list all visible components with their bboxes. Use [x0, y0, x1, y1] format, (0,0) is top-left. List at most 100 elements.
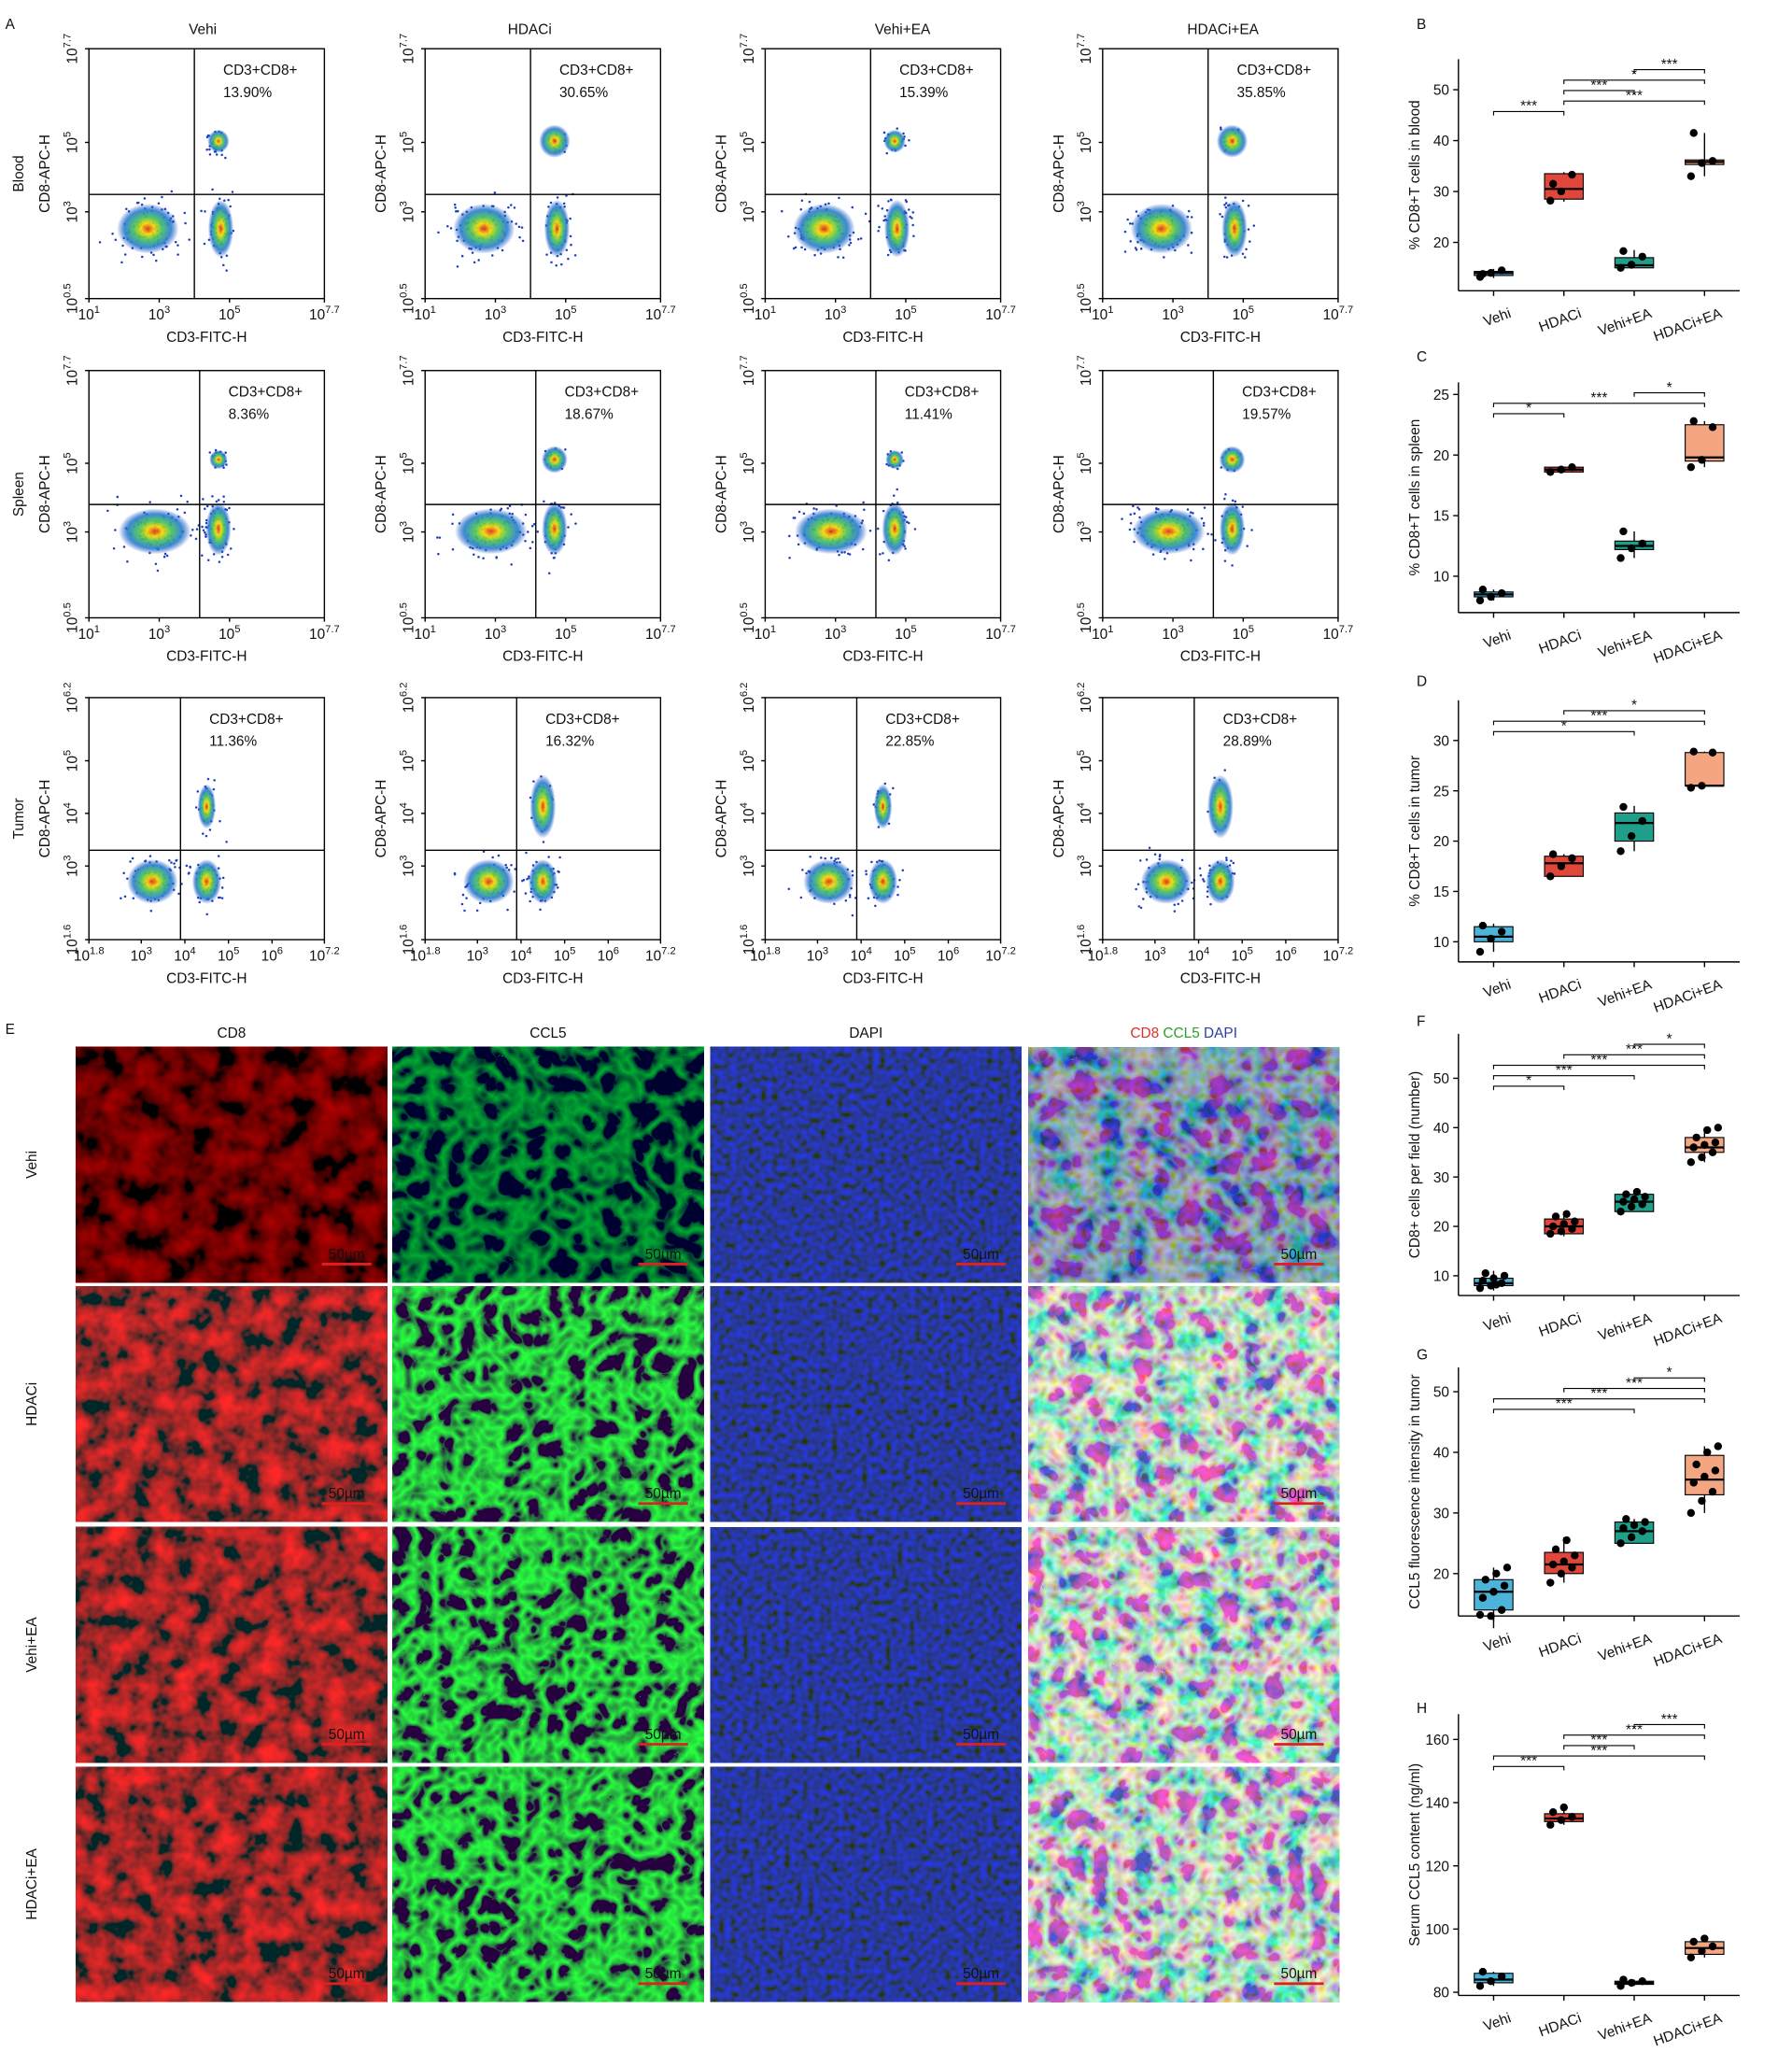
gate-percentage: 16.32%	[545, 734, 595, 750]
event-dot	[132, 897, 135, 899]
gate-percentage: 19.57%	[1242, 407, 1291, 423]
significance-bracket	[1633, 1377, 1705, 1382]
event-dot	[1241, 199, 1245, 203]
y-tick-label: 103	[739, 521, 757, 543]
data-point	[1546, 468, 1555, 476]
event-dot	[898, 878, 901, 882]
y-tick-label: 105	[739, 452, 757, 474]
event-dot	[454, 206, 457, 209]
event-dot	[456, 265, 459, 268]
event-dot	[177, 892, 180, 896]
significance-bracket	[1563, 79, 1705, 84]
panel-label: F	[1417, 1014, 1425, 1030]
significance-bracket	[1563, 710, 1705, 715]
y-tick-label: 107.7	[63, 355, 81, 386]
event-dot	[203, 242, 206, 246]
x-tick-label-base: 10	[1087, 948, 1103, 964]
y-tick-label: 105	[63, 750, 81, 771]
density-cloud	[455, 508, 528, 555]
event-dot	[215, 153, 219, 156]
event-dot	[1223, 204, 1226, 206]
x-tick-label: 107.7	[985, 304, 1016, 323]
event-dot	[225, 269, 228, 272]
x-tick-label-base: 10	[1144, 948, 1160, 964]
scale-bar-label: 50µm	[329, 1486, 365, 1502]
event-dot	[874, 904, 877, 908]
x-tick-label-exp: 7.7	[1001, 624, 1016, 635]
event-dot	[851, 913, 854, 917]
significance-label: ***	[1590, 78, 1607, 93]
data-point	[1689, 417, 1698, 426]
event-dot	[835, 504, 838, 507]
event-dot	[882, 131, 886, 134]
event-dot	[514, 868, 516, 870]
micrograph: 50µm	[76, 1526, 388, 1763]
data-point	[1497, 266, 1506, 275]
y-tick-label-base: 10	[741, 527, 757, 543]
gate-label: CD3+CD8+	[899, 63, 974, 78]
x-tick-label: Vehi	[1481, 977, 1513, 1001]
event-dot	[222, 263, 225, 267]
event-dot	[1223, 559, 1227, 562]
density-cloud	[209, 449, 228, 470]
event-dot	[148, 501, 151, 503]
event-dot	[1202, 878, 1205, 881]
data-point	[1616, 1539, 1625, 1548]
significance-label: ***	[1556, 1396, 1573, 1412]
data-point	[1638, 816, 1646, 826]
event-dot	[1180, 858, 1184, 862]
event-dot	[1231, 499, 1235, 502]
y-tick-label: 15	[1433, 884, 1449, 900]
data-point	[1475, 596, 1485, 605]
fluorescence-layer	[392, 1526, 704, 1763]
y-tick-label: 107.7	[739, 355, 757, 386]
x-tick-label-exp: 6	[953, 945, 959, 956]
flow-plot: CD3+CD8+22.85%101.8 103 104 105 106 107.2101.…	[713, 683, 1015, 987]
event-dot	[208, 148, 211, 151]
event-dot	[887, 200, 890, 203]
x-tick-label-base: 10	[825, 307, 840, 323]
event-dot	[229, 547, 233, 550]
event-dot	[455, 210, 458, 213]
significance-label: *	[1631, 698, 1637, 714]
x-tick-label-base: 10	[1162, 307, 1178, 323]
x-tick-label-exp: 7.7	[661, 624, 676, 635]
y-tick-label-base: 10	[1079, 298, 1094, 314]
event-dot	[1129, 240, 1133, 243]
event-dot	[170, 861, 173, 864]
event-dot	[220, 886, 224, 889]
y-tick-label: 20	[1433, 448, 1449, 464]
x-tick-label: 107.2	[1323, 945, 1354, 964]
event-dot	[189, 865, 191, 869]
event-dot	[907, 208, 910, 211]
event-dot	[521, 239, 525, 243]
x-tick-label-base: 10	[895, 627, 910, 643]
data-point	[1638, 1527, 1646, 1535]
scale-bar-label: 50µm	[1281, 1486, 1318, 1502]
x-tick-label: 104	[850, 945, 871, 964]
event-dot	[507, 205, 510, 209]
y-tick-label: 103	[399, 521, 417, 543]
y-tick-label: 40	[1433, 1121, 1449, 1137]
y-tick-label: 105	[399, 132, 417, 153]
event-dot	[1245, 248, 1248, 251]
event-dot	[202, 529, 205, 532]
density-cloud	[793, 204, 855, 254]
y-axis-label: CD8-APC-H	[1051, 455, 1067, 533]
x-tick-label-exp: 1	[430, 624, 436, 635]
x-tick-label: 105	[219, 304, 240, 323]
y-tick-label-exp: 6.2	[399, 683, 410, 698]
y-tick-label-base: 10	[65, 527, 81, 543]
event-dot	[1142, 898, 1145, 900]
x-tick-label-base: 10	[598, 948, 614, 964]
event-dot	[1224, 493, 1227, 496]
event-dot	[573, 254, 577, 257]
data-point	[1562, 1210, 1571, 1219]
event-dot	[569, 217, 571, 220]
density-cloud	[191, 858, 221, 904]
x-tick-label-exp: 4	[867, 945, 872, 956]
event-dot	[220, 153, 223, 157]
x-tick-label-base: 10	[985, 948, 1001, 964]
y-axis-label: CD8-APC-H	[374, 134, 389, 213]
